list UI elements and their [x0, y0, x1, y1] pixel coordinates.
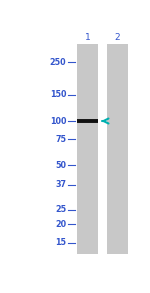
Text: 2: 2 — [115, 33, 120, 42]
Text: 25: 25 — [55, 205, 66, 214]
Text: 100: 100 — [50, 117, 66, 125]
Text: 37: 37 — [55, 180, 66, 189]
Text: 75: 75 — [55, 135, 66, 144]
Text: 250: 250 — [50, 58, 66, 67]
Text: 1: 1 — [84, 33, 90, 42]
Bar — [77, 44, 98, 254]
Bar — [107, 44, 128, 254]
Text: 50: 50 — [55, 161, 66, 170]
Text: 150: 150 — [50, 91, 66, 100]
Text: 20: 20 — [55, 220, 66, 229]
Text: 15: 15 — [55, 238, 66, 247]
